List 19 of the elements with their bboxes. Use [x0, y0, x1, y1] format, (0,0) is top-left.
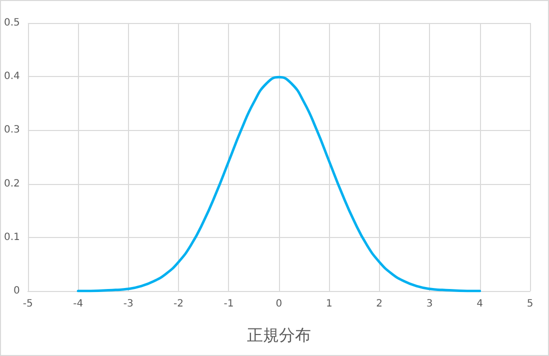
x-tick-label: 1 — [326, 298, 332, 310]
y-tick-label: 0.3 — [4, 124, 20, 136]
y-tick-label: 0.5 — [4, 18, 20, 28]
x-tick-label: -2 — [174, 298, 184, 310]
x-tick-label: -3 — [123, 298, 134, 310]
x-tick-label: 2 — [376, 298, 383, 310]
line-series — [76, 76, 482, 292]
x-tick-label: 4 — [476, 298, 483, 310]
y-tick-label: 0 — [14, 286, 20, 296]
y-tick-label: 0.4 — [4, 71, 20, 82]
y-tick-label: 0.1 — [4, 232, 20, 243]
x-tick-label: -5 — [22, 298, 33, 310]
x-tick-label: 5 — [526, 298, 534, 310]
x-tick-label: -4 — [73, 298, 84, 310]
y-tick-label: 0.2 — [4, 178, 20, 190]
x-tick-label: -1 — [224, 298, 234, 310]
x-tick-label: 0 — [276, 298, 282, 310]
x-axis-title: 正規分布 — [246, 326, 311, 344]
x-tick-label: 3 — [426, 298, 433, 310]
